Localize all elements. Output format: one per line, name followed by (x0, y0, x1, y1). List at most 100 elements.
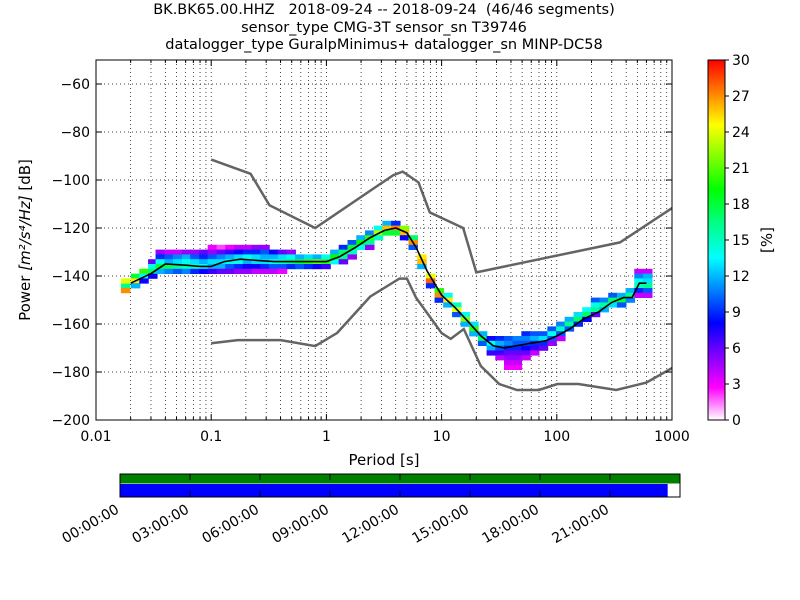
psd-density-cell (512, 345, 523, 351)
psd-density-cell (190, 259, 200, 265)
psd-density-cell (582, 316, 592, 322)
psd-density-cell (260, 244, 270, 250)
psd-density-cell (251, 268, 261, 274)
psd-density-cell (547, 326, 557, 332)
psd-density-cell (616, 292, 627, 298)
psd-density-cell (573, 312, 584, 318)
psd-density-cell (207, 254, 218, 260)
psd-density-cell (225, 264, 235, 270)
psd-density-cell (642, 288, 653, 294)
psd-density-cell (312, 254, 323, 260)
y-tick-label: −100 (52, 173, 90, 189)
psd-density-cell (365, 230, 375, 236)
psd-density-cell (443, 292, 453, 298)
plot-area (96, 60, 672, 420)
psd-density-cell (120, 278, 131, 284)
psd-density-cell (408, 244, 418, 250)
psd-density-cell (181, 254, 192, 260)
y-tick-label: −180 (52, 365, 90, 381)
psd-density-cell (417, 264, 427, 270)
y-axis-label: Power [m²/s⁴/Hz] [dB] (16, 159, 34, 321)
psd-density-cell (242, 268, 253, 274)
colorbar-tick-label: 21 (732, 161, 750, 177)
psd-density-cell (503, 364, 514, 370)
psd-density-cell (286, 249, 296, 255)
psd-density-cell (338, 249, 349, 255)
psd-density-cell (234, 249, 244, 255)
y-axis-label-suffix: [dB] (16, 159, 34, 195)
psd-density-cell (251, 254, 261, 260)
psd-density-cell (512, 364, 523, 370)
psd-density-cell (251, 249, 261, 255)
psd-density-cell (521, 350, 531, 356)
timeline-tick-label: 03:00:00 (130, 502, 192, 547)
x-tick-label: 100 (543, 429, 570, 445)
psd-density-cell (399, 235, 410, 241)
chart-title-line-3: datalogger_type GuralpMinimus+ datalogge… (165, 37, 603, 53)
psd-density-cell (190, 249, 200, 255)
psd-density-cell (521, 331, 531, 337)
psd-density-cell (434, 297, 445, 303)
psd-density-cell (181, 249, 192, 255)
psd-density-cell (251, 264, 261, 270)
psd-density-cell (242, 244, 253, 250)
plot-frame (95, 59, 673, 421)
psd-density-cell (216, 259, 227, 265)
psd-density-cell (216, 244, 227, 250)
psd-density-cell (590, 312, 601, 318)
y-tick-label: −200 (52, 413, 90, 429)
psd-density-cell (347, 254, 357, 260)
psd-density-cell (521, 345, 531, 351)
psd-density-cell (356, 235, 366, 241)
colorbar-tick-label: 9 (732, 305, 741, 321)
colorbar-tick-label: 24 (732, 125, 750, 141)
psd-density-cell (391, 230, 401, 236)
psd-density-cell (130, 273, 141, 279)
psd-density-cell (251, 244, 261, 250)
colorbar-tick-label: 3 (732, 377, 741, 393)
x-axis-label: Period [s] (348, 451, 419, 469)
psd-density-cell (164, 254, 174, 260)
psd-density-cell (148, 273, 158, 279)
psd-density-cell (234, 244, 244, 250)
psd-density-cell (207, 244, 218, 250)
psd-density-cell (181, 268, 192, 274)
psd-density-cell (486, 345, 497, 351)
psd-density-cell (148, 264, 158, 270)
x-tick-label: 1 (322, 429, 331, 445)
psd-density-cell (382, 220, 392, 226)
psd-density-cell (512, 340, 523, 346)
psd-density-cell (242, 249, 253, 255)
y-tick-label: −80 (60, 125, 90, 141)
psd-mode-line (130, 227, 647, 349)
psd-density-cell (330, 249, 340, 255)
x-tick-label: 1000 (654, 429, 690, 445)
psd-density-cell (495, 350, 505, 356)
psd-density-cell (277, 249, 288, 255)
psd-density-cell (547, 340, 557, 346)
psd-density-cell (573, 316, 584, 322)
psd-density-cell (190, 268, 200, 274)
psd-density-cell (503, 350, 514, 356)
psd-density-cell (120, 288, 131, 294)
psd-density-cell (382, 225, 392, 231)
psd-density-cell (503, 340, 514, 346)
psd-density-cell (155, 259, 166, 265)
psd-density-cell (503, 336, 514, 342)
psd-density-cell (356, 240, 366, 246)
psd-density-cell (155, 249, 166, 255)
colorbar-tick-label: 18 (732, 197, 750, 213)
timeline-tick-label: 18:00:00 (480, 502, 542, 547)
y-tick-label: −160 (52, 317, 90, 333)
colorbar (707, 59, 726, 421)
psd-density-cell (469, 331, 479, 337)
psd-density-cell (216, 254, 227, 260)
x-tick-label: 0.1 (200, 429, 222, 445)
psd-density-cell (164, 249, 174, 255)
psd-density-cell (512, 350, 523, 356)
psd-density-cell (521, 355, 531, 361)
psd-density-cell (495, 336, 505, 342)
psd-density-cell (260, 264, 270, 270)
psd-density-cell (425, 278, 436, 284)
psd-density-cell (634, 283, 644, 289)
